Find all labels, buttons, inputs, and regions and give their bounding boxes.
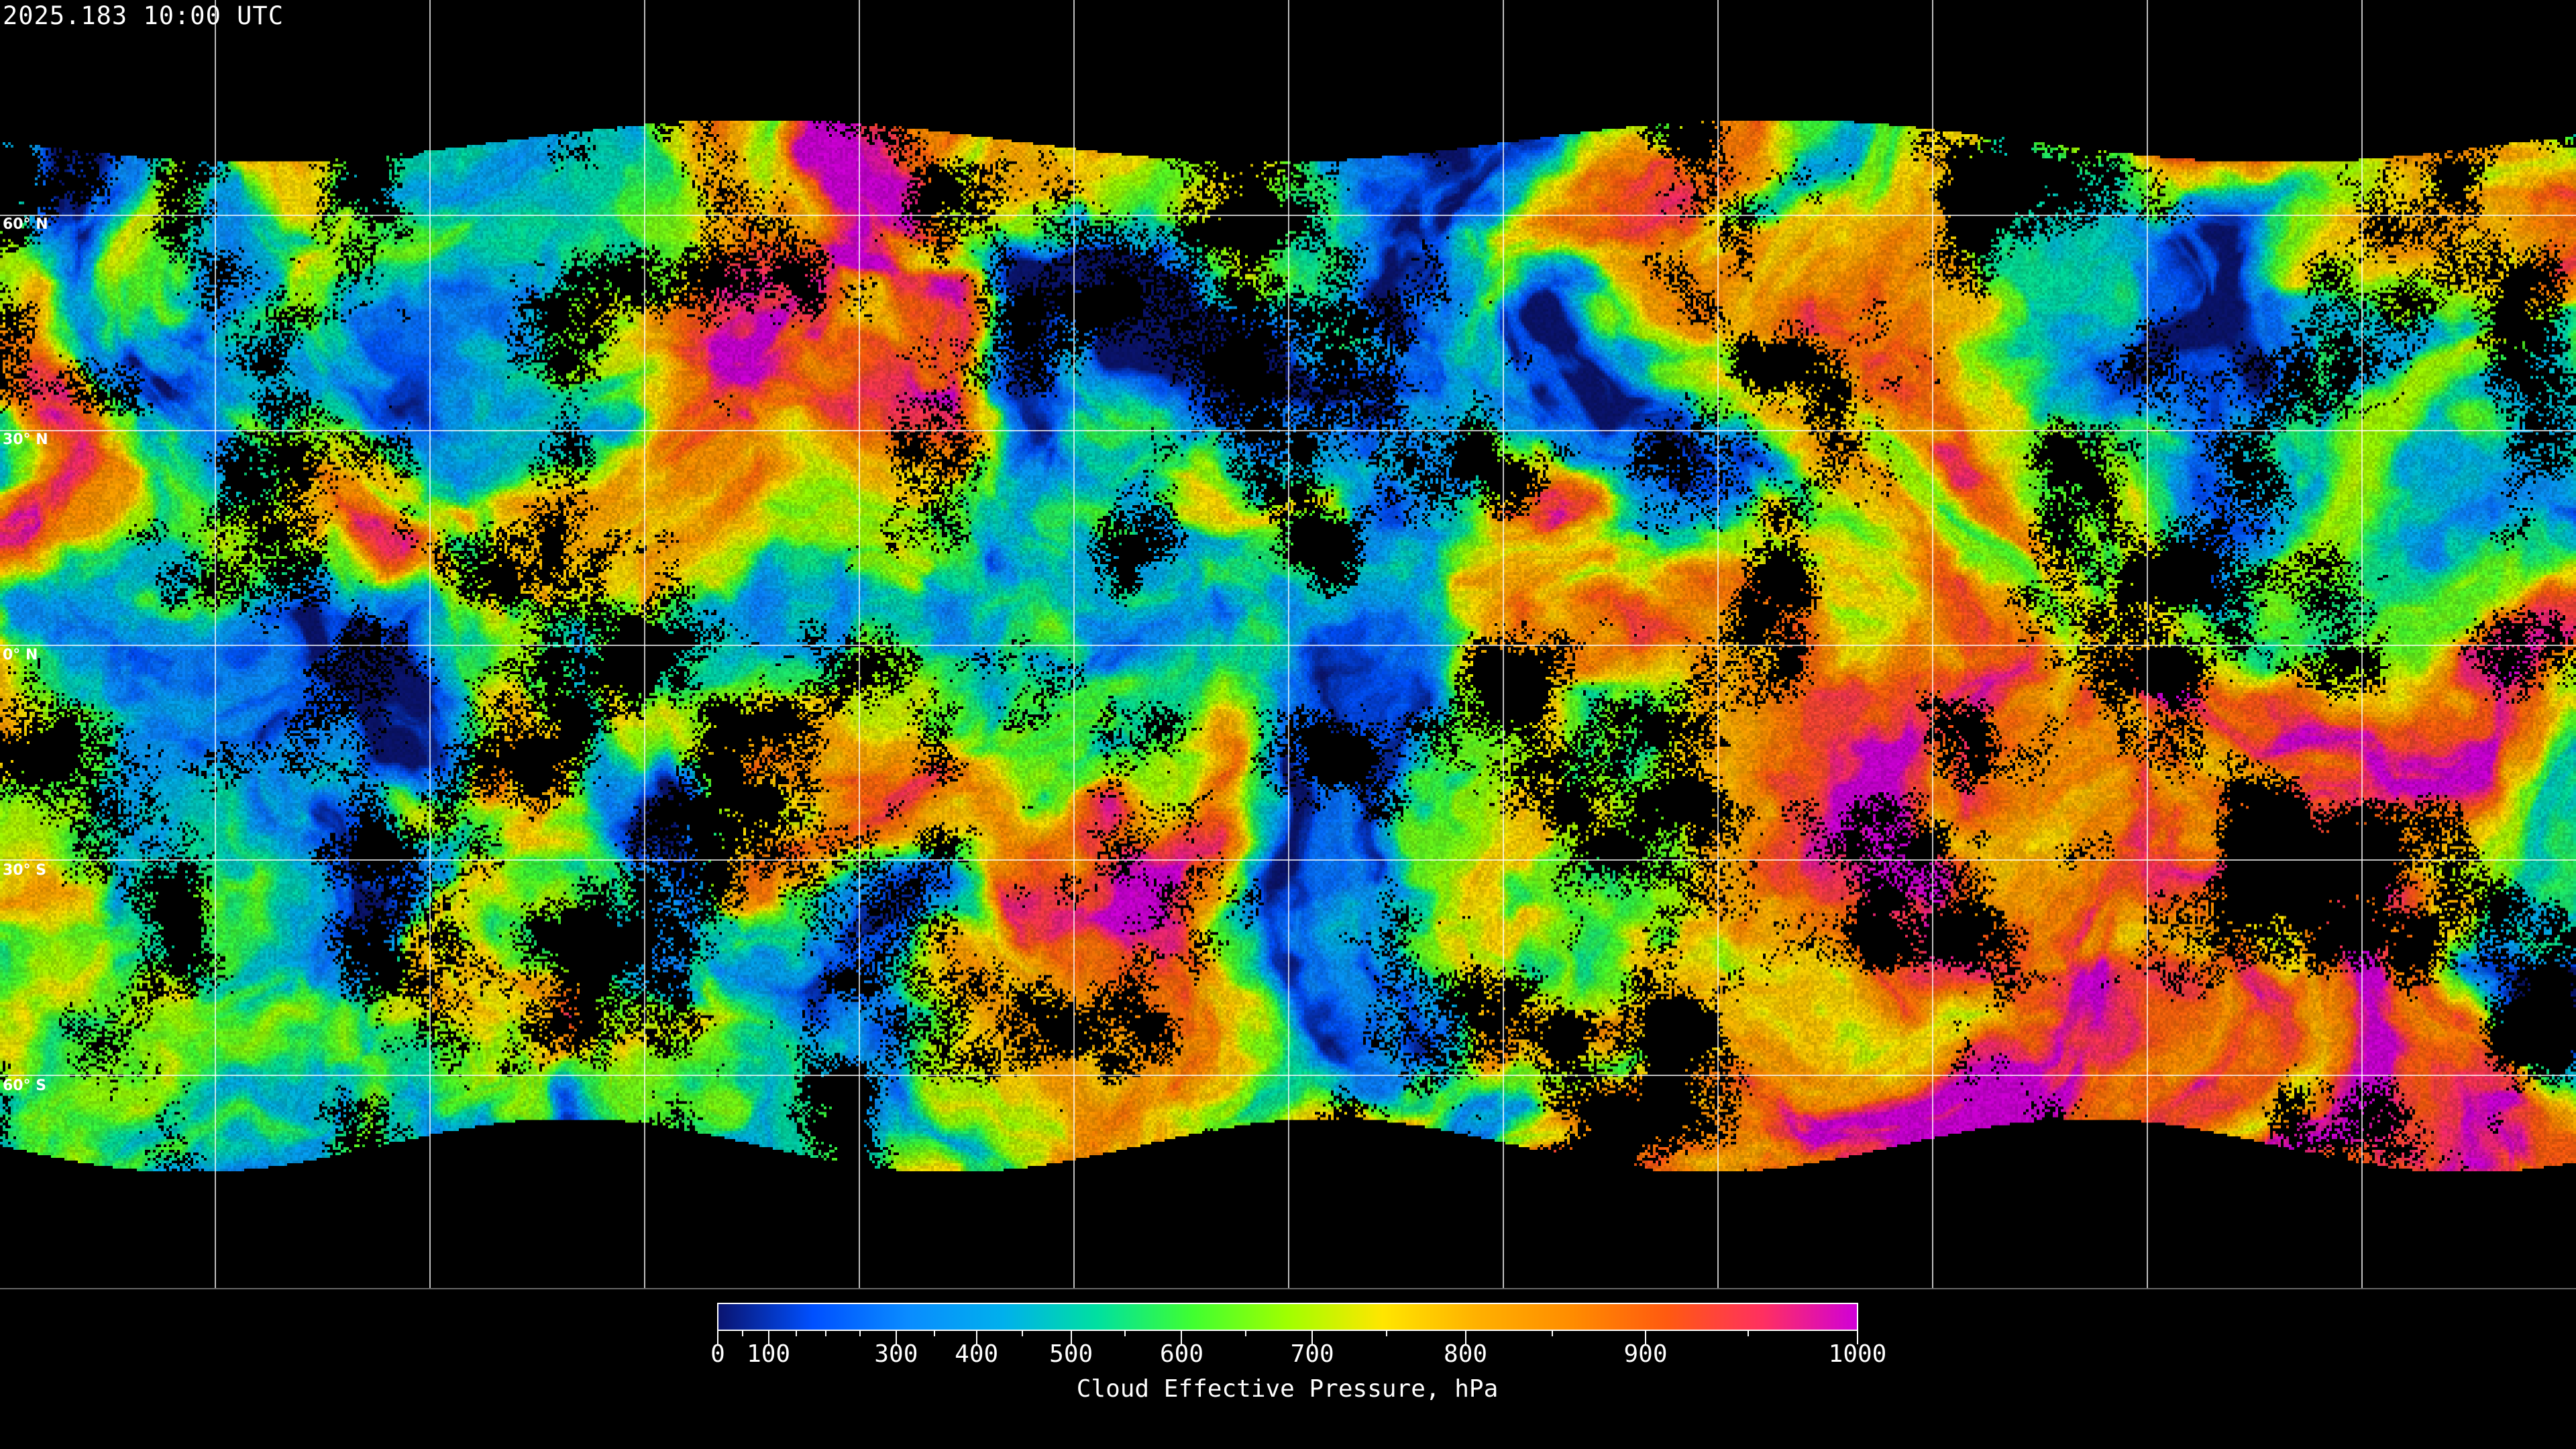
colorbar-minor-tick xyxy=(933,1331,935,1336)
latitude-gridline xyxy=(0,645,2576,646)
colorbar-tick-label: 800 xyxy=(1444,1340,1488,1368)
colorbar-major-tick xyxy=(1464,1331,1466,1344)
colorbar-major-tick xyxy=(1311,1331,1313,1344)
cloud-pressure-map: 60° N 30° N 0° N 30° S 60° S xyxy=(0,0,2576,1289)
colorbar xyxy=(717,1303,1858,1331)
colorbar-tick-label: 500 xyxy=(1049,1340,1093,1368)
lat-label-30n: 30° N xyxy=(3,431,48,448)
colorbar-minor-tick xyxy=(1386,1331,1388,1336)
lat-label-60s: 60° S xyxy=(3,1077,47,1094)
colorbar-tick-label: 400 xyxy=(955,1340,999,1368)
colorbar-tick-label: 600 xyxy=(1159,1340,1203,1368)
map-bottom-border xyxy=(0,1288,2576,1289)
colorbar-major-tick xyxy=(1181,1331,1183,1344)
lat-label-0: 0° N xyxy=(3,647,38,663)
colorbar-minor-tick xyxy=(1244,1331,1246,1336)
colorbar-major-tick xyxy=(895,1331,897,1344)
latitude-gridline xyxy=(0,429,2576,431)
colorbar-major-tick xyxy=(1070,1331,1072,1344)
colorbar-major-tick xyxy=(767,1331,769,1344)
colorbar-major-tick xyxy=(975,1331,977,1344)
colorbar-minor-tick xyxy=(1124,1331,1126,1336)
colorbar-minor-tick xyxy=(1021,1331,1023,1336)
lat-label-30s: 30° S xyxy=(3,862,47,879)
colorbar-minor-tick xyxy=(825,1331,827,1336)
timestamp-title: 2025.183 10:00 UTC xyxy=(3,1,284,30)
colorbar-major-tick xyxy=(717,1331,718,1344)
colorbar-tick-label: 1000 xyxy=(1828,1340,1887,1368)
latitude-gridline xyxy=(0,215,2576,217)
colorbar-tick-label: 700 xyxy=(1290,1340,1334,1368)
colorbar-minor-tick xyxy=(742,1331,744,1336)
colorbar-tick-label: 0 xyxy=(710,1340,725,1368)
colorbar-minor-tick xyxy=(859,1331,861,1336)
lat-label-60n: 60° N xyxy=(3,216,48,233)
colorbar-title: Cloud Effective Pressure, hPa xyxy=(1076,1375,1499,1403)
latitude-gridline xyxy=(0,1074,2576,1076)
colorbar-major-tick xyxy=(1857,1331,1858,1344)
colorbar-major-tick xyxy=(1644,1331,1646,1344)
colorbar-minor-tick xyxy=(1747,1331,1749,1336)
colorbar-tick-label: 300 xyxy=(874,1340,918,1368)
colorbar-minor-tick xyxy=(1551,1331,1553,1336)
colorbar-minor-tick xyxy=(796,1331,798,1336)
colorbar-tick-label: 900 xyxy=(1623,1340,1668,1368)
colorbar-tick-label: 100 xyxy=(747,1340,791,1368)
latitude-gridline xyxy=(0,859,2576,861)
